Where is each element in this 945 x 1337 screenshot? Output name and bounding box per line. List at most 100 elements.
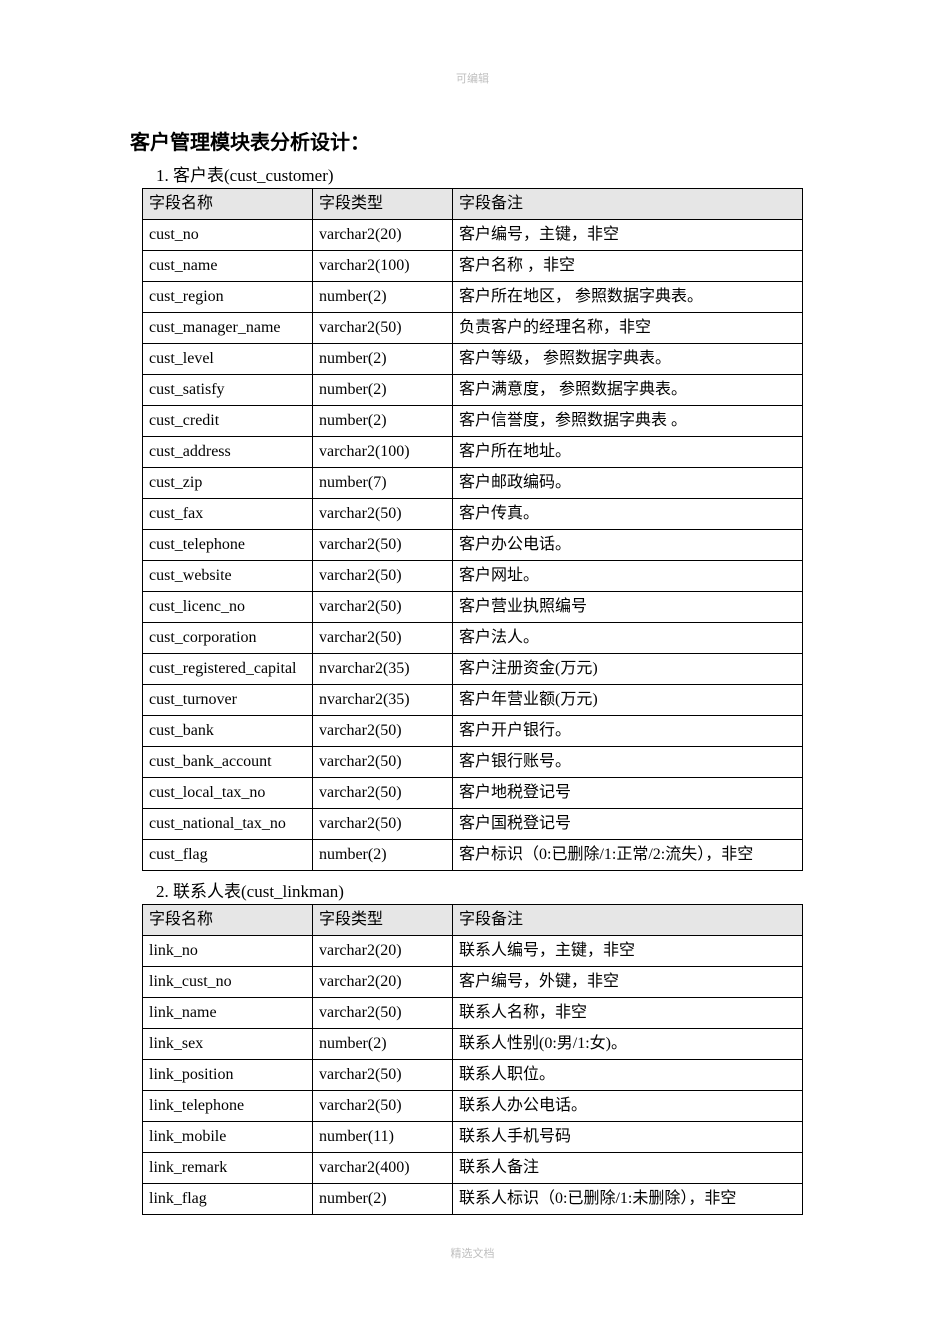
cell-field-remark: 客户邮政编码。 xyxy=(453,468,803,499)
cell-field-remark: 客户营业执照编号 xyxy=(453,592,803,623)
cell-field-name: link_flag xyxy=(143,1184,313,1215)
cell-field-type: number(2) xyxy=(313,282,453,313)
cell-field-name: cust_corporation xyxy=(143,623,313,654)
cell-field-name: cust_flag xyxy=(143,840,313,871)
cell-field-type: varchar2(50) xyxy=(313,1060,453,1091)
cell-field-type: number(2) xyxy=(313,344,453,375)
cell-field-name: link_cust_no xyxy=(143,967,313,998)
cell-field-type: varchar2(50) xyxy=(313,809,453,840)
cell-field-remark: 客户年营业额(万元) xyxy=(453,685,803,716)
cell-field-remark: 客户信誉度，参照数据字典表 。 xyxy=(453,406,803,437)
table-row: link_mobilenumber(11)联系人手机号码 xyxy=(143,1122,803,1153)
table-header-row: 字段名称 字段类型 字段备注 xyxy=(143,189,803,220)
cell-field-name: cust_region xyxy=(143,282,313,313)
cell-field-name: link_position xyxy=(143,1060,313,1091)
table-row: link_telephonevarchar2(50)联系人办公电话。 xyxy=(143,1091,803,1122)
cell-field-name: link_sex xyxy=(143,1029,313,1060)
cell-field-type: varchar2(50) xyxy=(313,747,453,778)
cell-field-type: nvarchar2(35) xyxy=(313,685,453,716)
cell-field-name: cust_bank_account xyxy=(143,747,313,778)
table-name: 客户表(cust_customer) xyxy=(173,166,334,185)
table-row: cust_levelnumber(2)客户等级， 参照数据字典表。 xyxy=(143,344,803,375)
cell-field-type: varchar2(20) xyxy=(313,936,453,967)
cell-field-remark: 联系人职位。 xyxy=(453,1060,803,1091)
cell-field-remark: 客户满意度， 参照数据字典表。 xyxy=(453,375,803,406)
cell-field-type: varchar2(50) xyxy=(313,592,453,623)
cell-field-name: cust_registered_capital xyxy=(143,654,313,685)
col-header-field-remark: 字段备注 xyxy=(453,189,803,220)
cell-field-remark: 客户名称 ，非空 xyxy=(453,251,803,282)
schema-table-customer: 字段名称 字段类型 字段备注 cust_novarchar2(20)客户编号，主… xyxy=(142,188,803,871)
col-header-field-type: 字段类型 xyxy=(313,189,453,220)
table-row: link_namevarchar2(50)联系人名称，非空 xyxy=(143,998,803,1029)
cell-field-type: varchar2(20) xyxy=(313,967,453,998)
cell-field-remark: 联系人编号，主键，非空 xyxy=(453,936,803,967)
table-row: link_positionvarchar2(50)联系人职位。 xyxy=(143,1060,803,1091)
table-caption: 2. 联系人表(cust_linkman) xyxy=(156,877,845,902)
cell-field-type: varchar2(50) xyxy=(313,998,453,1029)
cell-field-name: link_remark xyxy=(143,1153,313,1184)
cell-field-remark: 负责客户的经理名称，非空 xyxy=(453,313,803,344)
col-header-field-name: 字段名称 xyxy=(143,905,313,936)
main-title: 客户管理模块表分析设计： xyxy=(130,126,845,155)
cell-field-name: cust_credit xyxy=(143,406,313,437)
cell-field-name: cust_satisfy xyxy=(143,375,313,406)
cell-field-remark: 客户所在地区， 参照数据字典表。 xyxy=(453,282,803,313)
cell-field-type: varchar2(50) xyxy=(313,716,453,747)
cell-field-type: number(11) xyxy=(313,1122,453,1153)
cell-field-remark: 联系人办公电话。 xyxy=(453,1091,803,1122)
cell-field-type: varchar2(50) xyxy=(313,499,453,530)
col-header-field-remark: 字段备注 xyxy=(453,905,803,936)
cell-field-remark: 联系人手机号码 xyxy=(453,1122,803,1153)
cell-field-name: cust_address xyxy=(143,437,313,468)
cell-field-remark: 客户开户银行。 xyxy=(453,716,803,747)
table-row: cust_addressvarchar2(100)客户所在地址。 xyxy=(143,437,803,468)
cell-field-remark: 客户编号，主键，非空 xyxy=(453,220,803,251)
table-row: cust_websitevarchar2(50)客户网址。 xyxy=(143,561,803,592)
cell-field-remark: 客户标识（0:已删除/1:正常/2:流失），非空 xyxy=(453,840,803,871)
cell-field-name: cust_bank xyxy=(143,716,313,747)
cell-field-name: link_telephone xyxy=(143,1091,313,1122)
cell-field-remark: 客户办公电话。 xyxy=(453,530,803,561)
table-row: cust_manager_namevarchar2(50)负责客户的经理名称，非… xyxy=(143,313,803,344)
table-row: cust_telephonevarchar2(50)客户办公电话。 xyxy=(143,530,803,561)
cell-field-name: cust_fax xyxy=(143,499,313,530)
cell-field-type: varchar2(50) xyxy=(313,313,453,344)
table-row: link_sexnumber(2)联系人性别(0:男/1:女)。 xyxy=(143,1029,803,1060)
cell-field-remark: 客户所在地址。 xyxy=(453,437,803,468)
table-row: link_remarkvarchar2(400)联系人备注 xyxy=(143,1153,803,1184)
table-row: cust_zipnumber(7)客户邮政编码。 xyxy=(143,468,803,499)
table-row: cust_regionnumber(2)客户所在地区， 参照数据字典表。 xyxy=(143,282,803,313)
cell-field-type: varchar2(50) xyxy=(313,778,453,809)
page-header-watermark: 可编辑 xyxy=(100,70,845,86)
cell-field-remark: 客户法人。 xyxy=(453,623,803,654)
cell-field-type: varchar2(400) xyxy=(313,1153,453,1184)
table-row: cust_flagnumber(2)客户标识（0:已删除/1:正常/2:流失），… xyxy=(143,840,803,871)
table-row: link_cust_novarchar2(20)客户编号，外键，非空 xyxy=(143,967,803,998)
cell-field-type: nvarchar2(35) xyxy=(313,654,453,685)
cell-field-remark: 客户注册资金(万元) xyxy=(453,654,803,685)
table-row: cust_faxvarchar2(50)客户传真。 xyxy=(143,499,803,530)
table-header-row: 字段名称 字段类型 字段备注 xyxy=(143,905,803,936)
table-row: cust_creditnumber(2)客户信誉度，参照数据字典表 。 xyxy=(143,406,803,437)
table-row: cust_national_tax_novarchar2(50)客户国税登记号 xyxy=(143,809,803,840)
cell-field-name: cust_national_tax_no xyxy=(143,809,313,840)
cell-field-remark: 客户地税登记号 xyxy=(453,778,803,809)
cell-field-name: link_mobile xyxy=(143,1122,313,1153)
cell-field-remark: 联系人性别(0:男/1:女)。 xyxy=(453,1029,803,1060)
cell-field-remark: 客户国税登记号 xyxy=(453,809,803,840)
cell-field-type: number(2) xyxy=(313,840,453,871)
cell-field-type: number(2) xyxy=(313,1184,453,1215)
table-row: cust_bankvarchar2(50)客户开户银行。 xyxy=(143,716,803,747)
cell-field-remark: 客户传真。 xyxy=(453,499,803,530)
cell-field-type: varchar2(100) xyxy=(313,437,453,468)
cell-field-type: number(2) xyxy=(313,1029,453,1060)
cell-field-name: cust_no xyxy=(143,220,313,251)
cell-field-remark: 联系人标识（0:已删除/1:未删除），非空 xyxy=(453,1184,803,1215)
cell-field-name: link_name xyxy=(143,998,313,1029)
table-row: cust_novarchar2(20)客户编号，主键，非空 xyxy=(143,220,803,251)
document-page: 可编辑 客户管理模块表分析设计： 1. 客户表(cust_customer) 字… xyxy=(0,0,945,1301)
table-index: 1. xyxy=(156,166,169,185)
table-caption: 1. 客户表(cust_customer) xyxy=(156,161,845,186)
cell-field-type: number(2) xyxy=(313,375,453,406)
